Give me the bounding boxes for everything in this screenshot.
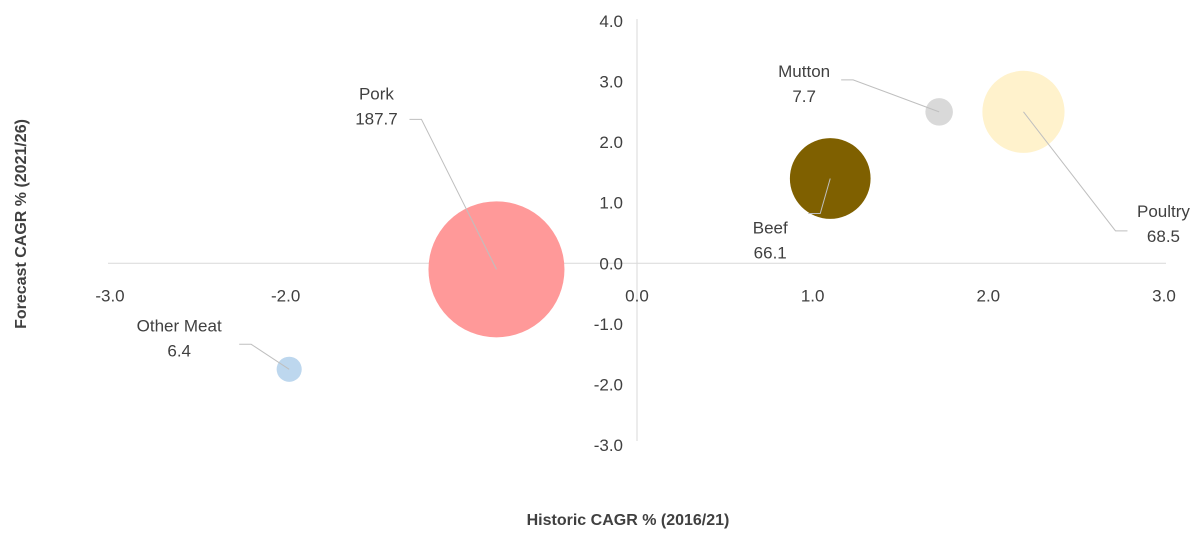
- x-tick-label: -2.0: [271, 286, 300, 305]
- x-tick-label: 0.0: [625, 286, 649, 305]
- data-label-name: Beef: [753, 218, 788, 237]
- data-label-value: 6.4: [167, 341, 191, 360]
- data-label-name: Poultry: [1137, 202, 1190, 221]
- leader-line: [239, 343, 290, 370]
- data-label-value: 66.1: [754, 243, 787, 262]
- data-label-value: 68.5: [1147, 227, 1180, 246]
- y-tick-label: 3.0: [599, 73, 623, 92]
- data-labels: Pork 187.7 Beef 66.1 Poultry 68.5 Mutton 7.7 Oth…: [137, 62, 1190, 370]
- y-axis-ticks: 4.0 3.0 2.0 1.0 0.0 -1.0 -2.0 -3.0: [594, 12, 623, 455]
- axes: [108, 19, 1166, 441]
- x-tick-label: 3.0: [1152, 286, 1176, 305]
- leader-line: [1023, 111, 1128, 232]
- y-tick-label: 1.0: [599, 194, 623, 213]
- data-label-value: 7.7: [792, 87, 816, 106]
- leader-line: [409, 118, 497, 270]
- y-tick-label: 0.0: [599, 254, 623, 273]
- x-tick-label: 2.0: [977, 286, 1001, 305]
- y-tick-label: 2.0: [599, 133, 623, 152]
- bubble-mutton: [925, 98, 953, 126]
- y-tick-label: -1.0: [594, 315, 623, 334]
- leader-line: [841, 79, 940, 113]
- data-label-value: 187.7: [355, 109, 398, 128]
- leader-line: [808, 178, 831, 214]
- data-label-name: Mutton: [778, 62, 830, 81]
- data-label-name: Pork: [359, 84, 394, 103]
- x-axis-title: Historic CAGR % (2016/21): [527, 512, 730, 529]
- y-tick-label: -3.0: [594, 436, 623, 455]
- x-axis-ticks: -3.0-2.0-1.00.01.02.03.0: [95, 286, 1175, 305]
- y-tick-label: -2.0: [594, 375, 623, 394]
- x-tick-label: 1.0: [801, 286, 825, 305]
- bubble-poultry: [982, 70, 1065, 153]
- data-label-name: Other Meat: [137, 316, 222, 335]
- x-tick-label: -3.0: [95, 286, 124, 305]
- y-tick-label: 4.0: [599, 12, 623, 31]
- y-axis-title: Forecast CAGR % (2021/26): [13, 119, 30, 329]
